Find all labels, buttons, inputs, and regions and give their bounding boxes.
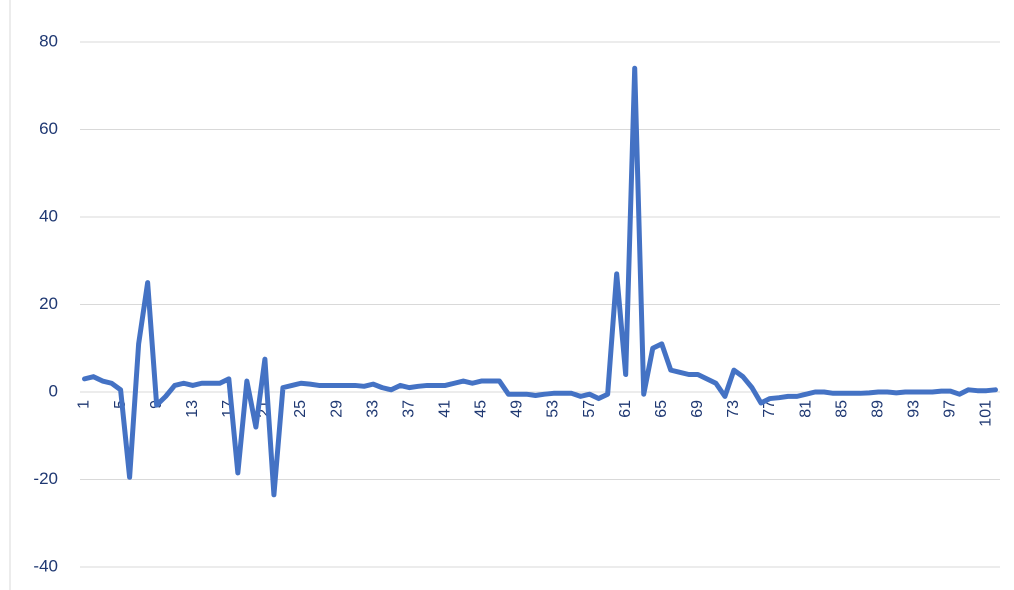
x-tick-label: 49 xyxy=(509,400,526,418)
x-tick-label: 41 xyxy=(437,400,454,418)
x-tick-label: 13 xyxy=(184,400,201,418)
x-tick-label: 97 xyxy=(942,400,959,418)
y-tick-label: 40 xyxy=(39,206,58,225)
chart: -40-200204060801591317212529333741454953… xyxy=(0,0,1014,590)
x-tick-label: 29 xyxy=(328,400,345,418)
y-tick-label: 0 xyxy=(49,381,58,400)
y-tick-label: 80 xyxy=(39,31,58,50)
y-tick-label: -20 xyxy=(33,469,58,488)
x-tick-label: 89 xyxy=(869,400,886,418)
x-tick-label: 93 xyxy=(906,400,923,418)
background xyxy=(0,0,1014,590)
x-tick-label: 45 xyxy=(473,400,490,418)
x-tick-label: 53 xyxy=(545,400,562,418)
x-tick-label: 69 xyxy=(689,400,706,418)
x-tick-label: 1 xyxy=(76,400,93,409)
x-tick-label: 57 xyxy=(581,400,598,418)
x-tick-label: 73 xyxy=(725,400,742,418)
x-tick-label: 33 xyxy=(364,400,381,418)
x-tick-label: 37 xyxy=(400,400,417,418)
x-tick-label: 65 xyxy=(653,400,670,418)
y-tick-label: 20 xyxy=(39,294,58,313)
x-tick-label: 61 xyxy=(617,400,634,418)
x-tick-label: 81 xyxy=(797,400,814,418)
x-tick-label: 25 xyxy=(292,400,309,418)
y-tick-label: -40 xyxy=(33,556,58,575)
x-tick-label: 85 xyxy=(833,400,850,418)
x-tick-label: 101 xyxy=(978,400,995,427)
y-tick-label: 60 xyxy=(39,119,58,138)
